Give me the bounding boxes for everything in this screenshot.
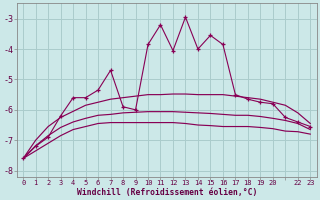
X-axis label: Windchill (Refroidissement éolien,°C): Windchill (Refroidissement éolien,°C) (76, 188, 257, 197)
